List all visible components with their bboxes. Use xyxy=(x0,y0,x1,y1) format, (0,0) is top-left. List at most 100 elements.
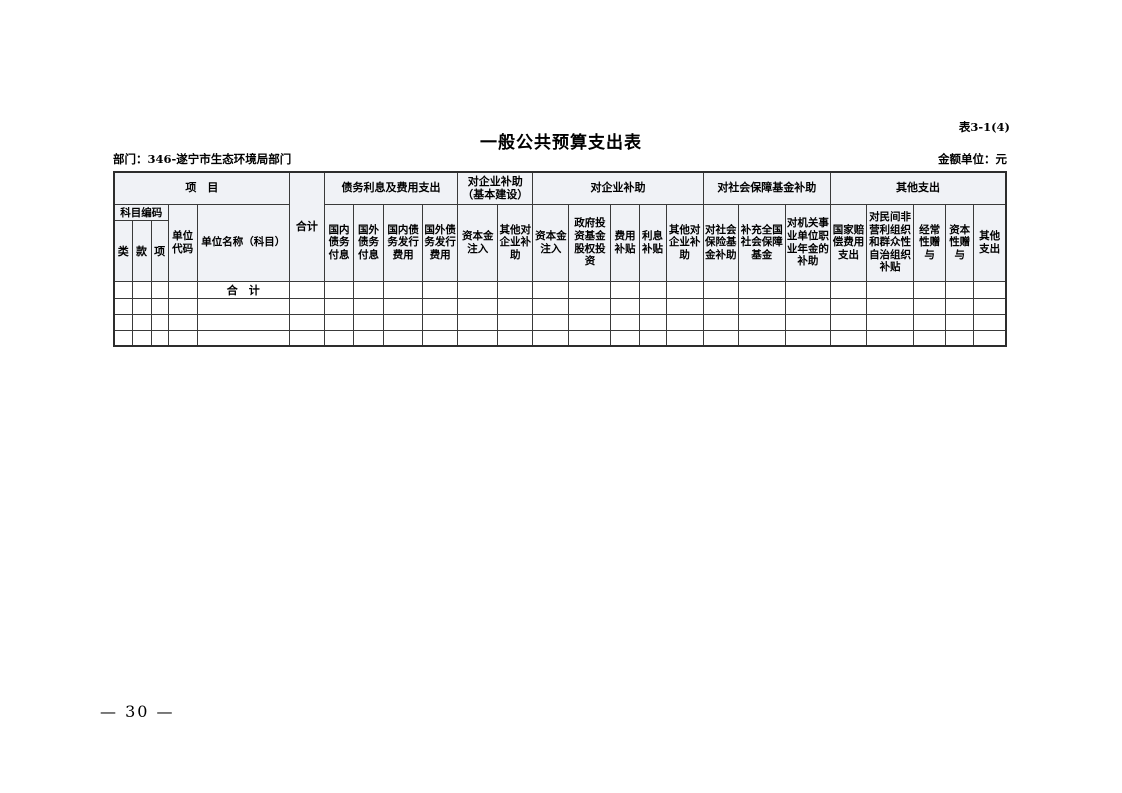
header-group-debt-interest: 债务利息及费用支出 xyxy=(323,171,459,205)
table-cell xyxy=(702,280,739,299)
table-cell xyxy=(829,313,868,331)
table-cell xyxy=(913,280,947,299)
table-cell xyxy=(532,313,570,331)
header-group-other-expenditure: 其他支出 xyxy=(829,171,1007,205)
column-header: 利息补贴 xyxy=(638,203,667,282)
table-cell xyxy=(383,297,424,315)
table-cell xyxy=(829,280,868,299)
table-cell xyxy=(913,297,947,315)
table-cell xyxy=(866,313,915,331)
table-cell xyxy=(568,297,612,315)
table-cell xyxy=(422,297,459,315)
page-title: 一般公共预算支出表 xyxy=(480,133,642,153)
table-cell xyxy=(113,329,133,347)
table-cell xyxy=(457,297,499,315)
table-cell xyxy=(829,297,868,315)
header-group-enterprise-subsidy: 对企业补助 xyxy=(532,171,704,205)
table-cell xyxy=(457,329,499,347)
table-cell xyxy=(665,313,704,331)
table-cell xyxy=(383,329,424,347)
table-cell xyxy=(497,280,534,299)
table-cell xyxy=(702,329,739,347)
header-group-social-security: 对社会保障基金补助 xyxy=(702,171,831,205)
table-cell xyxy=(288,280,325,299)
table-cell xyxy=(422,329,459,347)
table-cell xyxy=(167,329,198,347)
table-cell xyxy=(167,297,198,315)
table-cell xyxy=(665,297,704,315)
table-cell xyxy=(866,280,915,299)
header-row-class-section-item: 类 款 项 xyxy=(113,219,1006,282)
table-cell xyxy=(638,329,667,347)
column-header: 对社会保险基金补助 xyxy=(702,203,739,282)
table-cell xyxy=(913,313,947,331)
table-meta-row: 部门：346-遂宁市生态环境局部门 金额单位：元 xyxy=(113,151,1007,167)
table-cell xyxy=(131,280,152,299)
table-cell xyxy=(568,329,612,347)
table-cell xyxy=(638,313,667,331)
table-cell xyxy=(150,280,169,299)
table-cell xyxy=(288,329,325,347)
header-project: 项 目 xyxy=(113,171,290,205)
table-cell xyxy=(323,297,354,315)
table-cell xyxy=(784,313,831,331)
table-cell xyxy=(737,329,786,347)
table-cell xyxy=(352,297,385,315)
table-cell xyxy=(829,329,868,347)
table-cell xyxy=(532,280,570,299)
table-row xyxy=(113,297,1007,315)
department-label: 部门：346-遂宁市生态环境局部门 xyxy=(113,152,292,166)
table-cell xyxy=(737,280,786,299)
table-cell xyxy=(150,297,169,315)
table-cell xyxy=(383,280,424,299)
table-cell xyxy=(945,280,975,299)
table-cell xyxy=(113,280,133,299)
table-cell xyxy=(383,313,424,331)
table-cell xyxy=(323,313,354,331)
table-cell xyxy=(113,313,133,331)
table-cell xyxy=(457,313,499,331)
table-row xyxy=(113,329,1007,347)
table-cell xyxy=(497,297,534,315)
header-row-subject-code: 科目编码 单位代码 单位名称（科目） 国内债务付息 国外债务付息 国内债务发行费… xyxy=(113,203,1007,282)
column-header: 对机关事业单位职业年金的补助 xyxy=(784,203,831,282)
table-cell xyxy=(288,297,325,315)
table-cell xyxy=(913,329,947,347)
table-cell xyxy=(866,329,915,347)
column-header: 其他支出 xyxy=(973,203,1007,282)
table-cell xyxy=(568,313,612,331)
table-cell xyxy=(610,329,640,347)
table-cell xyxy=(288,313,325,331)
column-header: 资本金注入 xyxy=(457,203,499,282)
header-group-enterprise-capital: 对企业补助（基本建设） xyxy=(457,171,534,205)
header-total: 合计 xyxy=(288,171,325,282)
table-cell xyxy=(737,313,786,331)
table-cell xyxy=(945,329,975,347)
table-cell xyxy=(665,329,704,347)
table-cell xyxy=(422,313,459,331)
table-cell xyxy=(610,313,640,331)
table-cell xyxy=(532,297,570,315)
table-cell-unit-name xyxy=(196,313,290,331)
table-cell-unit-name xyxy=(196,297,290,315)
table-cell xyxy=(784,280,831,299)
column-header: 其他对企业补助 xyxy=(497,203,534,282)
header-section: 款 xyxy=(131,219,152,282)
table-cell xyxy=(131,329,152,347)
table-cell xyxy=(131,297,152,315)
column-header: 国外债务付息 xyxy=(352,203,385,282)
table-cell xyxy=(665,280,704,299)
table-cell xyxy=(638,297,667,315)
table-cell xyxy=(167,313,198,331)
page-number: — 30 — xyxy=(100,702,175,721)
header-row-groups: 项 目 合计 债务利息及费用支出 对企业补助（基本建设） 对企业补助 对社会保障… xyxy=(113,171,1007,282)
header-class: 类 xyxy=(113,219,133,282)
header-subject-code: 科目编码 xyxy=(113,203,169,221)
column-header: 其他对企业补助 xyxy=(665,203,704,282)
table-cell xyxy=(702,297,739,315)
column-header: 补充全国社会保障基金 xyxy=(737,203,786,282)
column-header: 国家赔偿费用支出 xyxy=(829,203,868,282)
table-cell xyxy=(457,280,499,299)
column-header: 资本金注入 xyxy=(532,203,570,282)
